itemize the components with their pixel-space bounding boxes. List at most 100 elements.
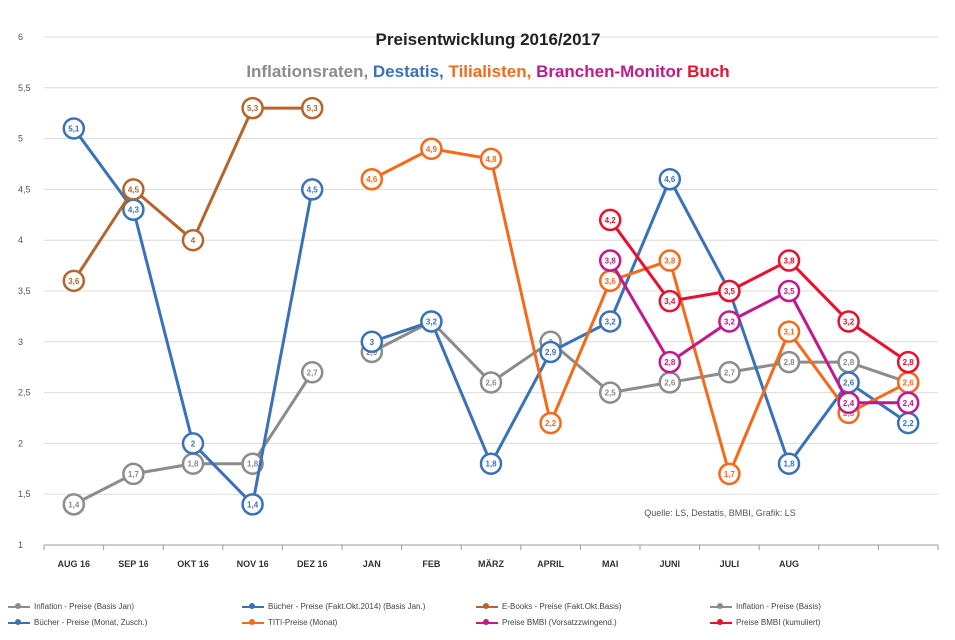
series-5: 3 3,2 1,8 2,9 3,2 4,6 3,5 1,8 2,6 2,2 — [360, 167, 920, 475]
data-label: 3,1 — [783, 328, 795, 337]
legend-swatch — [710, 618, 732, 625]
data-label: 2,8 — [843, 358, 855, 367]
chart-subtitle: Inflationsraten, Destatis, Tilialisten, … — [246, 62, 729, 81]
y-tick-label: 1 — [18, 540, 23, 550]
line-chart: 1 1,5 2 2,5 3 3,5 4 4,5 5 5,5 6 AUG 16 SEP 16 OKT 16… — [18, 30, 939, 569]
data-label: 3,8 — [664, 257, 676, 266]
y-tick-label: 4 — [18, 235, 23, 245]
series-3: 3,6 4,5 4 5,3 5,3 — [62, 96, 324, 293]
subtitle-part: Inflationsraten, — [246, 62, 373, 81]
legend-label: Bücher - Preise (Monat, Zusch.) — [34, 618, 148, 627]
data-point — [658, 350, 682, 374]
data-point — [241, 493, 264, 516]
data-point — [718, 462, 741, 486]
data-label: 2,7 — [724, 368, 736, 377]
data-point — [62, 493, 86, 516]
y-tick-label: 6 — [18, 32, 23, 42]
data-point — [837, 310, 860, 333]
data-label: 2,6 — [903, 378, 915, 387]
data-label: 4,6 — [366, 175, 378, 184]
data-label: 2,7 — [307, 368, 319, 377]
data-label: 3,8 — [783, 257, 795, 266]
subtitle-part: Destatis, — [373, 62, 449, 81]
series-line — [371, 319, 909, 395]
chart-title: Preisentwicklung 2016/2017 — [376, 30, 601, 49]
data-label: 1,8 — [783, 460, 795, 469]
legend-item: Preise BMBI (kumuliert) — [710, 618, 820, 627]
data-label: 3,6 — [605, 277, 617, 286]
data-label: 5,3 — [247, 104, 259, 113]
data-label: 3,2 — [724, 317, 736, 326]
x-tick-label: AUG — [779, 559, 799, 569]
data-point — [300, 96, 324, 120]
data-point — [718, 361, 741, 384]
subtitle-part: Branchen-Monitor — [536, 62, 687, 81]
data-point — [62, 117, 86, 140]
y-tick-label: 4,5 — [18, 184, 31, 194]
data-point — [360, 167, 384, 191]
data-point — [837, 391, 860, 415]
data-label: 2,2 — [903, 419, 915, 428]
data-point — [777, 249, 801, 272]
legend-item: TITI-Preise (Monat) — [242, 618, 337, 627]
x-tick-label: FEB — [422, 559, 441, 569]
data-label: 5,1 — [68, 124, 80, 133]
data-label: 2,6 — [843, 378, 855, 387]
x-tick-label: NOV 16 — [237, 559, 269, 569]
legend-label: E-Books - Preise (Fakt.Okt.Basis) — [502, 602, 622, 611]
x-tick-label: JULI — [720, 559, 740, 569]
legend-label: Inflation - Preise (Basis) — [736, 602, 821, 611]
data-point — [479, 371, 503, 394]
legend-swatch — [476, 618, 498, 625]
x-tick-label: OKT 16 — [177, 559, 209, 569]
data-point — [539, 411, 562, 435]
data-point — [420, 137, 443, 161]
data-point — [62, 269, 86, 293]
x-tick-label: DEZ 16 — [297, 559, 328, 569]
data-point — [777, 279, 801, 303]
data-label: 3,5 — [783, 287, 795, 296]
x-tick-label: SEP 16 — [118, 559, 148, 569]
data-point — [718, 310, 741, 333]
data-label: 2,8 — [783, 358, 795, 367]
data-label: 1,8 — [187, 460, 199, 469]
legend-item: Bücher - Preise (Monat, Zusch.) — [8, 618, 147, 627]
x-axis-ticks: AUG 16 SEP 16 OKT 16 NOV 16 DEZ 16 JAN FEB MÄRZ… — [43, 545, 939, 569]
data-label: 4,8 — [485, 155, 497, 164]
data-point — [598, 208, 622, 232]
data-label: 2,8 — [664, 358, 676, 367]
x-tick-label: MAI — [602, 559, 619, 569]
x-tick-label: APRIL — [537, 559, 565, 569]
data-point — [777, 452, 801, 475]
data-point — [539, 340, 562, 364]
data-point — [598, 310, 622, 333]
data-label: 4,5 — [307, 185, 319, 194]
data-point — [300, 178, 324, 201]
legend-swatch — [242, 602, 264, 609]
subtitle-part: Buch — [687, 62, 730, 81]
data-point — [360, 330, 384, 354]
data-label: 4,3 — [128, 206, 140, 215]
series-2: 5,1 4,3 2 1,4 4,5 — [62, 117, 324, 516]
data-label: 4,2 — [605, 216, 617, 225]
data-label: 2,9 — [545, 348, 557, 357]
legend-label: Preise BMBI (kumuliert) — [736, 618, 821, 627]
y-tick-label: 3,5 — [18, 286, 31, 296]
data-label: 3,6 — [68, 277, 80, 286]
data-label: 2,5 — [605, 389, 617, 398]
legend-item: Inflation - Preise (Basis Jan) — [8, 602, 134, 611]
data-label: 4,5 — [128, 185, 140, 194]
data-point — [479, 147, 503, 171]
series-line — [608, 218, 910, 364]
data-point — [598, 249, 622, 272]
data-label: 2,8 — [903, 358, 915, 367]
data-point — [300, 361, 324, 384]
x-tick-label: MÄRZ — [478, 559, 504, 569]
subtitle-part: Tilialisten, — [449, 62, 537, 81]
source-note: Quelle: LS, Destatis, BMBI, Grafik: LS — [644, 508, 796, 518]
legend-swatch — [8, 618, 30, 625]
data-point — [241, 452, 264, 475]
chart-legend: Inflation - Preise (Basis Jan) Bücher - P… — [0, 596, 955, 640]
data-label: 2,4 — [903, 399, 915, 408]
data-point — [718, 279, 741, 303]
